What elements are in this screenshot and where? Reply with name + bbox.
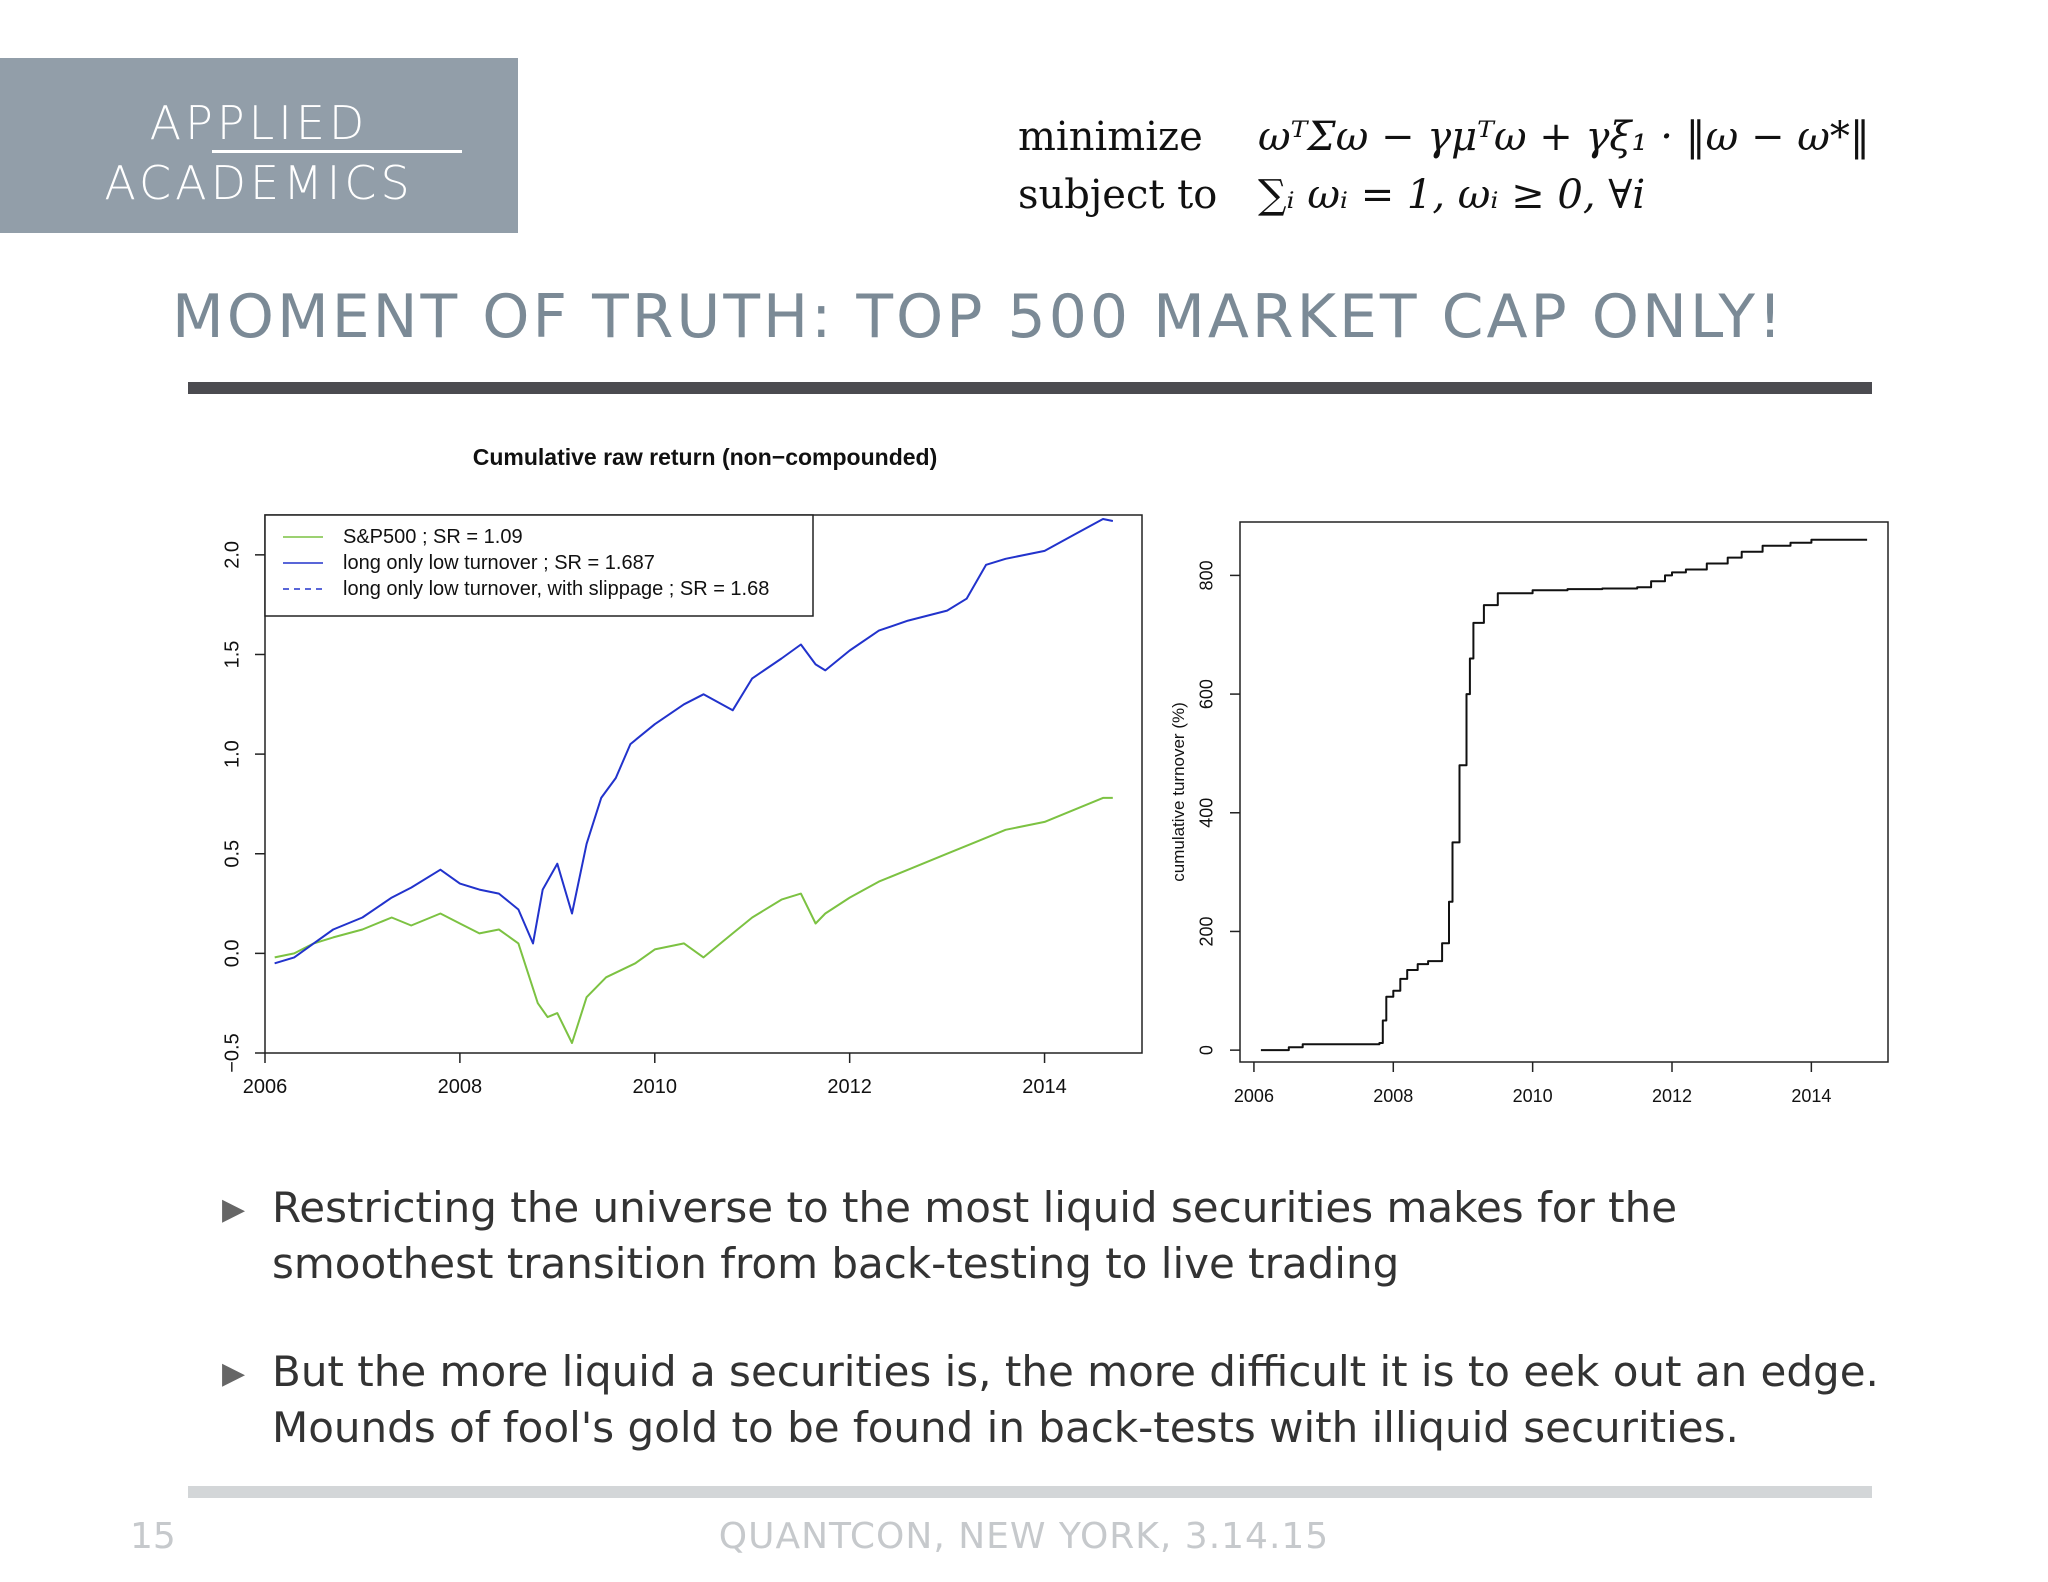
optimization-formula: minimize ωᵀΣω − γμᵀω + γξ₁ · ‖ω − ω*‖ su… (1018, 108, 1870, 224)
bullet-text: Restricting the universe to the most liq… (272, 1183, 1678, 1288)
legend-entry: long only low turnover, with slippage ; … (343, 578, 769, 600)
y-tick-label: −0.5 (221, 1033, 243, 1072)
bullet-triangle-icon: ▶ (222, 1356, 246, 1391)
x-tick-label: 2006 (1234, 1086, 1274, 1106)
logo-divider (212, 150, 462, 153)
x-tick-label: 2014 (1022, 1076, 1067, 1098)
footer-divider (188, 1486, 1872, 1498)
y-tick-label: 800 (1197, 560, 1217, 590)
formula-constraint-row: subject to ∑ᵢ ωᵢ = 1, ωᵢ ≥ 0, ∀i (1018, 166, 1870, 224)
series-line-0 (1260, 538, 1868, 1052)
x-tick-label: 2008 (438, 1076, 483, 1098)
x-tick-label: 2006 (243, 1076, 288, 1098)
plot-frame (1239, 521, 1889, 1063)
legend-entry: long only low turnover ; SR = 1.687 (343, 552, 655, 574)
y-tick-label: 0.5 (221, 840, 243, 868)
page-number: 15 (130, 1516, 176, 1557)
title-divider (188, 382, 1872, 394)
y-tick-label: 1.5 (221, 641, 243, 669)
series-line-2 (274, 518, 1113, 964)
y-tick-label: 200 (1197, 916, 1217, 946)
bullet-item: ▶ But the more liquid a securities is, t… (222, 1344, 1882, 1456)
y-tick-label: 1.0 (221, 740, 243, 768)
y-tick-label: 2.0 (221, 541, 243, 569)
x-tick-label: 2010 (1513, 1086, 1553, 1106)
y-tick-label: 600 (1197, 679, 1217, 709)
y-tick-label: 400 (1197, 798, 1217, 828)
legend-entry: S&P500 ; SR = 1.09 (343, 526, 523, 548)
x-tick-label: 2008 (1373, 1086, 1413, 1106)
bullet-text: But the more liquid a securities is, the… (272, 1347, 1879, 1452)
formula-objective-row: minimize ωᵀΣω − γμᵀω + γξ₁ · ‖ω − ω*‖ (1018, 108, 1870, 166)
y-tick-label: 0.0 (221, 939, 243, 967)
x-tick-label: 2010 (633, 1076, 678, 1098)
bullet-item: ▶ Restricting the universe to the most l… (222, 1180, 1882, 1292)
formula-minimize-label: minimize (1018, 114, 1203, 160)
series-line-0 (274, 796, 1113, 1044)
x-tick-label: 2014 (1791, 1086, 1831, 1106)
bullet-list: ▶ Restricting the universe to the most l… (222, 1180, 1882, 1508)
formula-objective: ωᵀΣω − γμᵀω + γξ₁ · ‖ω − ω*‖ (1258, 114, 1870, 160)
cumulative-return-chart: Cumulative raw return (non−compounded) 20… (221, 444, 1143, 1098)
logo: APPLIED ACADEMICS (0, 58, 518, 233)
chart-title: Cumulative raw return (non−compounded) (473, 444, 938, 470)
legend-box (264, 514, 814, 617)
y-tick-label: 0 (1197, 1045, 1217, 1055)
formula-subject-to-label: subject to (1018, 172, 1218, 218)
slide-title: MOMENT OF TRUTH: TOP 500 MARKET CAP ONLY… (172, 282, 1786, 352)
y-axis-label: cumulative turnover (%) (1169, 702, 1188, 882)
x-tick-label: 2012 (1652, 1086, 1692, 1106)
formula-constraint: ∑ᵢ ωᵢ = 1, ωᵢ ≥ 0, ∀i (1258, 172, 1646, 218)
cumulative-turnover-chart: 2006 2008 2010 2012 2014 0 200 400 600 800 cumulat… (1169, 521, 1889, 1106)
bullet-triangle-icon: ▶ (222, 1192, 246, 1227)
x-tick-label: 2012 (827, 1076, 872, 1098)
logo-line-academics: ACADEMICS (104, 156, 414, 210)
footer-text: QUANTCON, NEW YORK, 3.14.15 (718, 1516, 1330, 1557)
logo-line-applied: APPLIED (149, 96, 369, 150)
